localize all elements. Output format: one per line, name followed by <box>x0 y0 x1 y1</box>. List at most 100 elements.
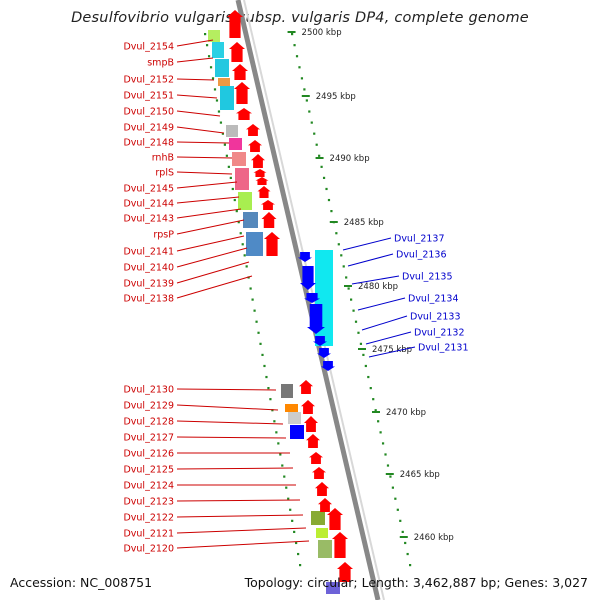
gene-label-forward[interactable]: Dvul_2120 <box>123 544 174 555</box>
gene-feature-block[interactable] <box>281 384 293 398</box>
gene-label-leader <box>176 261 250 284</box>
gene-feature-block[interactable] <box>326 582 340 594</box>
gene-label-forward[interactable]: Dvul_2127 <box>123 433 174 444</box>
gene-arrow-forward[interactable] <box>257 186 271 198</box>
gene-label-forward[interactable]: Dvul_2143 <box>123 214 174 225</box>
gene-arrow-forward[interactable] <box>248 140 262 152</box>
gene-label-forward[interactable]: Dvul_2150 <box>123 107 174 118</box>
gene-arrow-forward[interactable] <box>261 212 277 228</box>
gene-label-reverse[interactable]: Dvul_2133 <box>410 312 461 323</box>
gene-label-forward[interactable]: Dvul_2140 <box>123 263 174 274</box>
gene-arrow-forward[interactable] <box>229 42 245 62</box>
gene-arrow-forward[interactable] <box>261 200 275 210</box>
gene-arrow-forward[interactable] <box>327 508 343 530</box>
outer-ruler-track <box>291 33 412 567</box>
gene-label-reverse[interactable]: Dvul_2134 <box>408 294 459 305</box>
gene-label-forward[interactable]: Dvul_2123 <box>123 497 174 508</box>
gene-arrow-forward[interactable] <box>236 108 252 120</box>
gene-label-reverse[interactable]: Dvul_2136 <box>396 250 447 261</box>
gene-label-forward[interactable]: Dvul_2149 <box>123 123 174 134</box>
gene-feature-block[interactable] <box>246 232 263 256</box>
gene-arrow-forward[interactable] <box>332 532 348 558</box>
genome-summary: Topology: circular; Length: 3,462,887 bp… <box>244 575 588 590</box>
gene-feature-block[interactable] <box>208 30 220 42</box>
gene-label-forward[interactable]: Dvul_2139 <box>123 279 174 290</box>
scale-tick-label: 2480 kbp <box>358 282 398 292</box>
gene-label-forward[interactable]: Dvul_2145 <box>123 184 174 195</box>
gene-label-leader <box>342 237 392 251</box>
gene-feature-block[interactable] <box>318 540 332 558</box>
gene-feature-block[interactable] <box>316 528 328 538</box>
gene-arrow-reverse[interactable] <box>298 252 312 262</box>
gene-label-leader <box>176 110 221 117</box>
gene-feature-block[interactable] <box>290 425 304 439</box>
gene-label-leader <box>176 171 233 175</box>
gene-arrow-forward[interactable] <box>255 177 269 185</box>
gene-arrow-forward[interactable] <box>301 400 315 414</box>
gene-label-forward[interactable]: Dvul_2129 <box>123 401 174 412</box>
gene-label-forward[interactable]: Dvul_2141 <box>123 247 174 258</box>
gene-label-forward[interactable]: Dvul_2152 <box>123 75 174 86</box>
gene-label-forward[interactable]: Dvul_2130 <box>123 385 174 396</box>
gene-label-forward[interactable]: Dvul_2121 <box>123 529 174 540</box>
gene-arrow-forward[interactable] <box>264 232 280 256</box>
gene-feature-block[interactable] <box>235 168 249 190</box>
gene-label-forward[interactable]: Dvul_2138 <box>123 294 174 305</box>
gene-arrow-reverse[interactable] <box>307 304 325 334</box>
gene-arrow-reverse[interactable] <box>313 336 327 346</box>
gene-arrow-forward[interactable] <box>227 10 243 38</box>
gene-label-forward[interactable]: Dvul_2122 <box>123 513 174 524</box>
gene-label-reverse[interactable]: Dvul_2137 <box>394 234 445 245</box>
gene-label-forward[interactable]: Dvul_2148 <box>123 138 174 149</box>
gene-arrow-forward[interactable] <box>253 169 267 177</box>
gene-arrow-forward[interactable] <box>315 482 329 496</box>
gene-label-reverse[interactable]: Dvul_2132 <box>414 328 465 339</box>
gene-feature-block[interactable] <box>226 125 238 137</box>
gene-label-forward[interactable]: rpsP <box>153 230 174 241</box>
gene-feature-block[interactable] <box>285 404 298 412</box>
gene-feature-block[interactable] <box>243 212 258 228</box>
gene-arrow-forward[interactable] <box>304 416 318 432</box>
gene-feature-block[interactable] <box>232 152 246 166</box>
gene-arrow-forward[interactable] <box>234 82 250 104</box>
gene-label-forward[interactable]: Dvul_2154 <box>123 42 174 53</box>
gene-arrow-forward[interactable] <box>309 452 323 464</box>
gene-arrow-forward[interactable] <box>251 154 265 168</box>
gene-arrow-reverse[interactable] <box>321 361 335 371</box>
gene-arrow-reverse[interactable] <box>300 266 316 290</box>
gene-label-forward[interactable]: Dvul_2124 <box>123 481 174 492</box>
gene-arrow-forward[interactable] <box>299 380 313 394</box>
gene-arrow-forward[interactable] <box>232 64 248 80</box>
gene-feature-block[interactable] <box>220 86 234 110</box>
gene-feature-block[interactable] <box>218 78 230 86</box>
gene-label-forward[interactable]: Dvul_2125 <box>123 465 174 476</box>
gene-arrow-forward[interactable] <box>337 562 353 582</box>
gene-label-leader <box>176 514 304 518</box>
gene-label-reverse[interactable]: Dvul_2135 <box>402 272 453 283</box>
gene-arrow-reverse[interactable] <box>317 348 331 358</box>
gene-arrow-forward[interactable] <box>306 434 320 448</box>
gene-feature-block[interactable] <box>212 42 224 58</box>
ruler-tracks <box>204 33 412 567</box>
gene-arrow-forward[interactable] <box>312 467 326 479</box>
gene-feature-block[interactable] <box>215 59 229 77</box>
gene-label-forward[interactable]: Dvul_2151 <box>123 91 174 102</box>
gene-feature-block[interactable] <box>238 192 252 210</box>
gene-feature-block[interactable] <box>311 511 325 525</box>
gene-label-forward[interactable]: rnhB <box>152 153 174 164</box>
gene-label-forward[interactable]: Dvul_2128 <box>123 417 174 428</box>
gene-label-reverse[interactable]: Dvul_2131 <box>418 343 469 354</box>
gene-label-forward[interactable]: Dvul_2126 <box>123 449 174 460</box>
gene-label-leader <box>176 235 245 252</box>
gene-arrow-forward[interactable] <box>246 124 260 136</box>
scale-tick-label: 2470 kbp <box>386 408 426 418</box>
gene-label-forward[interactable]: smpB <box>147 58 174 69</box>
gene-label-forward[interactable]: Dvul_2144 <box>123 199 174 210</box>
gene-label-leader <box>176 57 214 63</box>
gene-feature-block[interactable] <box>229 138 242 150</box>
gene-feature-block[interactable] <box>288 412 301 424</box>
gene-arrow-reverse[interactable] <box>304 293 320 303</box>
gene-label-forward[interactable]: rplS <box>155 168 174 179</box>
gene-arrow-forward[interactable] <box>318 498 332 512</box>
